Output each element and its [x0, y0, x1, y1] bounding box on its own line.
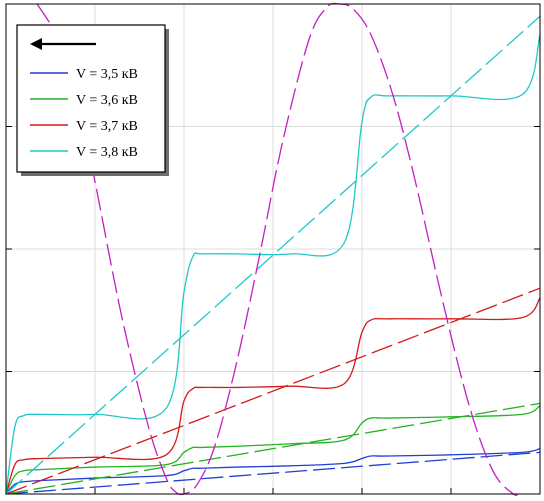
series-group: [5, 2, 541, 496]
grid: [6, 4, 540, 494]
legend-label: V = 3,5 кВ: [76, 67, 138, 82]
series-line-8: [36, 2, 519, 496]
series-line-2: [5, 405, 541, 495]
series-line-4: [5, 297, 541, 495]
series-line-5: [5, 287, 541, 495]
left-arrow-icon: [30, 38, 96, 50]
legend: V = 3,5 кВ V = 3,6 кВ V = 3,7 кВ V = 3,8 кВ: [16, 24, 169, 176]
series-line-3: [5, 402, 541, 495]
legend-label: V = 3,7 кВ: [76, 119, 138, 134]
series-line-7: [5, 15, 541, 495]
series-line-1: [5, 451, 541, 495]
legend-label: V = 3,8 кВ: [76, 145, 138, 160]
ticks: [6, 126, 540, 494]
legend-label: V = 3,6 кВ: [76, 93, 138, 108]
series-line-6: [5, 34, 541, 495]
